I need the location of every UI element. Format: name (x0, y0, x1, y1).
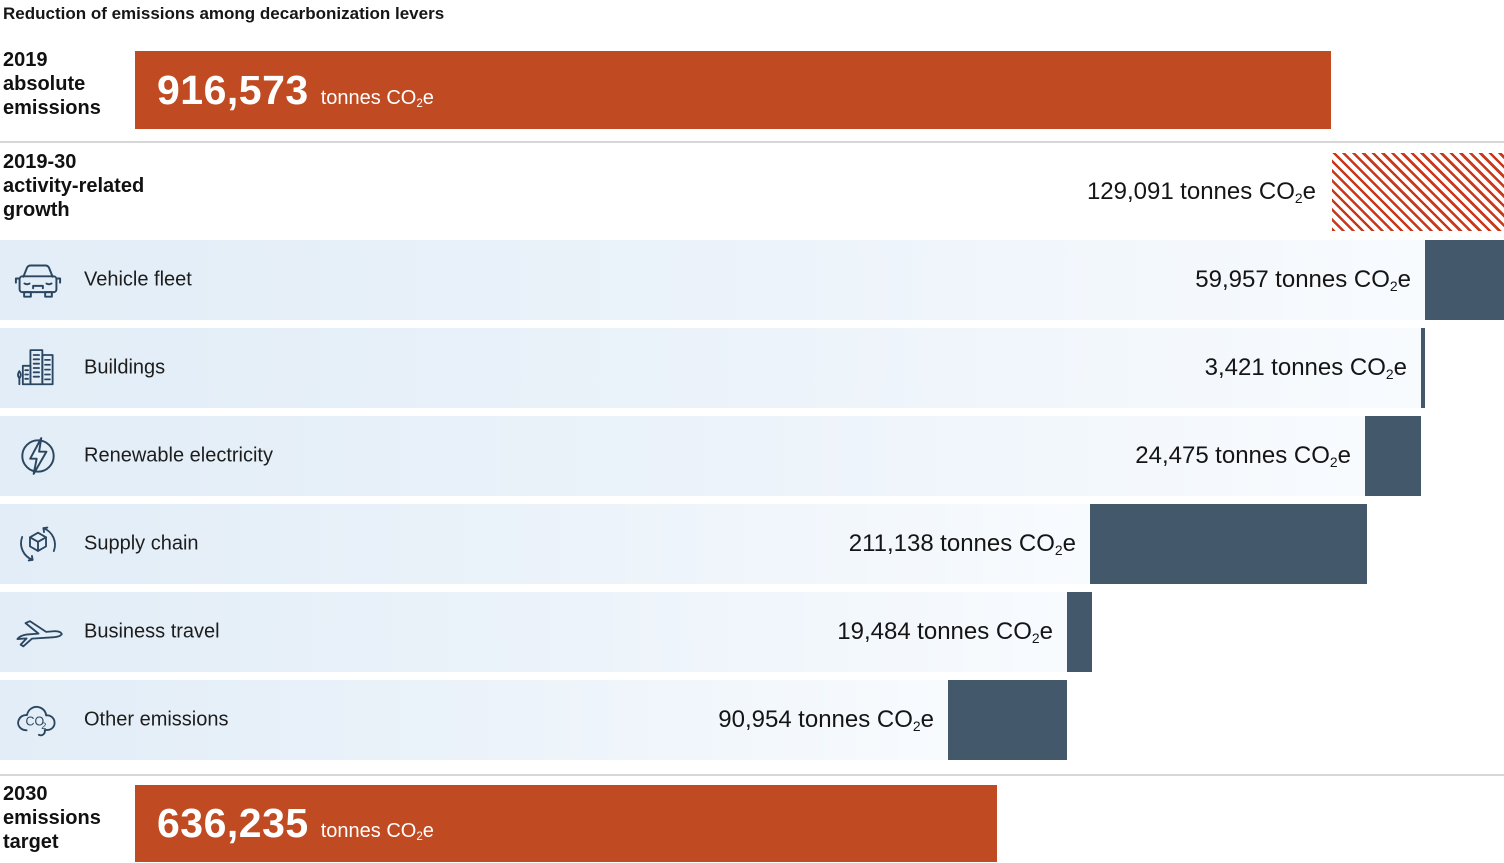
value-2030: 636,235 (157, 800, 309, 846)
bar-2019-absolute-emissions: 916,573 tonnes CO2e (135, 51, 1331, 129)
airplane-icon (12, 606, 64, 658)
lever-row-buildings: Buildings 3,421 tonnes CO2e (0, 328, 1504, 408)
co2-cloud-icon: CO 2 (12, 694, 64, 746)
lever-row-other-emissions: CO 2 Other emissions 90,954 tonnes CO2e (0, 680, 1504, 760)
divider-bottom (0, 774, 1504, 776)
label-activity-growth: 2019-30 activity-related growth (3, 151, 145, 221)
lever-label: Supply chain (84, 532, 199, 555)
row-background (0, 416, 1365, 496)
value-2019: 916,573 (157, 66, 309, 113)
svg-text:CO: CO (26, 714, 45, 728)
row-background (0, 240, 1425, 320)
svg-text:2: 2 (41, 721, 46, 731)
lever-label: Vehicle fleet (84, 268, 192, 291)
chart-title: Reduction of emissions among decarboniza… (3, 4, 445, 23)
label-2019-absolute-emissions: 2019 absolute emissions (3, 49, 101, 119)
lever-value: 24,475 tonnes CO2e (1135, 442, 1351, 470)
lever-bar (1090, 504, 1367, 584)
lever-label: Other emissions (84, 708, 229, 731)
divider-top (0, 141, 1504, 143)
lever-value: 59,957 tonnes CO2e (1195, 266, 1411, 294)
lever-row-supply-chain: Supply chain 211,138 tonnes CO2e (0, 504, 1504, 584)
car-icon (12, 254, 64, 306)
unit-2030: tonnes CO2e (320, 820, 434, 844)
supply-chain-icon (12, 518, 64, 570)
lightning-icon (12, 430, 64, 482)
lever-row-business-travel: Business travel 19,484 tonnes CO2e (0, 592, 1504, 672)
lever-value: 19,484 tonnes CO2e (837, 618, 1053, 646)
buildings-icon (12, 342, 64, 394)
lever-value: 3,421 tonnes CO2e (1204, 354, 1407, 382)
bar-activity-growth-hatched (1332, 153, 1504, 231)
lever-value: 90,954 tonnes CO2e (718, 706, 934, 734)
lever-row-renewable-electricity: Renewable electricity 24,475 tonnes CO2e (0, 416, 1504, 496)
row-background (0, 504, 1090, 584)
value-activity-growth: 129,091 tonnes CO2e (1086, 178, 1316, 206)
lever-bar (1425, 240, 1504, 320)
lever-bar (948, 680, 1067, 760)
lever-label: Buildings (84, 356, 166, 379)
bar-2030-emissions-target: 636,235 tonnes CO2e (135, 785, 997, 862)
lever-label: Renewable electricity (84, 444, 273, 467)
lever-bar (1365, 416, 1421, 496)
row-background (0, 328, 1421, 408)
lever-bar (1421, 328, 1425, 408)
unit-2019: tonnes CO2e (320, 86, 434, 110)
lever-value: 211,138 tonnes CO2e (848, 530, 1076, 558)
row-background (0, 680, 948, 760)
row-background (0, 592, 1067, 672)
lever-bar (1067, 592, 1092, 672)
lever-label: Business travel (84, 620, 220, 643)
lever-row-vehicle-fleet: Vehicle fleet 59,957 tonnes CO2e (0, 240, 1504, 320)
label-2030-emissions-target: 2030 emissions target (3, 783, 101, 853)
